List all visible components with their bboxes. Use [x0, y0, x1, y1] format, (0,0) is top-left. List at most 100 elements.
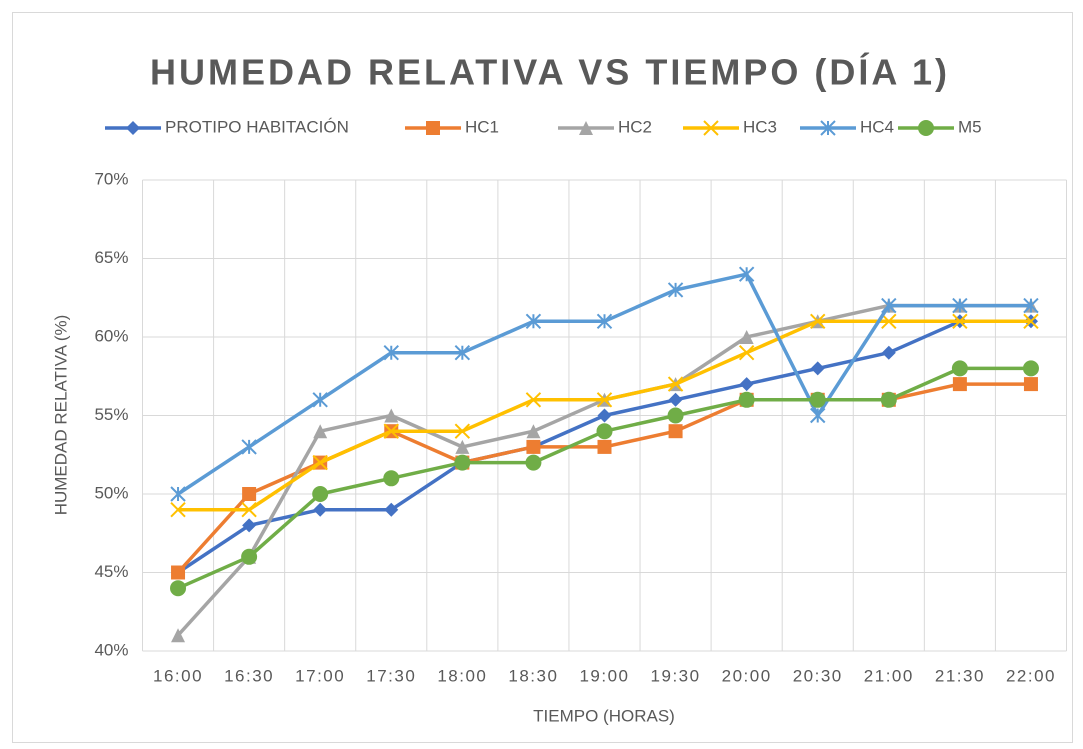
marker	[384, 502, 399, 517]
x-tick-label: 20:30	[793, 666, 843, 685]
marker	[312, 486, 329, 502]
marker-shape	[526, 439, 541, 454]
marker	[738, 391, 755, 408]
chart-title: HUMEDAD RELATIVA VS TIEMPO (DÍA 1)	[150, 52, 950, 93]
marker	[596, 423, 613, 440]
marker-shape	[454, 423, 471, 439]
marker	[1022, 360, 1039, 377]
x-tick-label: 19:00	[579, 666, 629, 685]
marker	[881, 297, 897, 314]
x-tick-label: 19:30	[651, 666, 701, 685]
marker	[1023, 377, 1038, 392]
marker-shape	[241, 548, 258, 565]
marker-shape	[952, 313, 968, 330]
marker	[951, 360, 968, 377]
marker	[242, 487, 257, 501]
marker-shape	[241, 439, 257, 455]
marker	[881, 345, 896, 360]
marker	[242, 518, 257, 533]
marker-shape	[170, 580, 187, 597]
marker-shape	[597, 439, 612, 454]
legend-label: HC4	[860, 117, 894, 136]
x-tick-label: 22:00	[1006, 666, 1056, 685]
marker-shape	[739, 330, 754, 344]
marker-shape	[241, 501, 257, 518]
marker-shape	[1022, 360, 1039, 377]
marker-shape	[455, 439, 470, 454]
marker	[525, 454, 542, 471]
marker	[739, 330, 754, 344]
marker	[738, 266, 755, 282]
marker	[525, 313, 542, 330]
marker-shape	[312, 454, 328, 471]
x-axis-label: TIEMPO (HORAS)	[533, 706, 675, 725]
marker	[810, 313, 826, 330]
marker	[383, 344, 399, 361]
marker-shape	[383, 344, 399, 361]
marker-shape	[952, 377, 967, 392]
x-tick-label: 17:30	[366, 666, 416, 685]
marker	[455, 439, 470, 454]
x-tick-label: 18:00	[437, 666, 487, 685]
marker	[313, 502, 328, 517]
marker	[596, 392, 613, 408]
y-axis-label: HUMEDAD RELATIVA (%)	[51, 315, 70, 516]
marker	[383, 423, 399, 439]
x-tick-label: 17:00	[295, 666, 345, 685]
marker	[810, 407, 826, 424]
legend-label: HC1	[465, 117, 499, 136]
y-tick-label: 45%	[94, 562, 128, 581]
marker	[171, 565, 186, 580]
marker	[579, 121, 593, 135]
marker-shape	[738, 391, 755, 408]
marker	[1023, 297, 1039, 314]
marker-shape	[880, 391, 897, 408]
marker	[384, 408, 399, 423]
marker-shape	[667, 376, 684, 392]
marker	[667, 407, 684, 424]
marker	[668, 424, 683, 439]
marker-shape	[738, 344, 755, 361]
marker	[171, 628, 186, 643]
marker	[667, 282, 684, 298]
marker-shape	[525, 454, 542, 471]
marker	[952, 297, 968, 314]
marker	[596, 313, 613, 330]
marker	[454, 344, 471, 361]
marker	[312, 454, 328, 471]
marker-shape	[171, 628, 186, 643]
marker-shape	[171, 565, 186, 580]
marker-shape	[383, 470, 400, 487]
marker-shape	[384, 502, 399, 517]
marker-shape	[312, 392, 328, 408]
marker-shape	[1023, 313, 1039, 330]
marker	[1023, 313, 1039, 330]
x-tick-label: 18:30	[508, 666, 558, 685]
marker-shape	[596, 392, 613, 408]
marker-shape	[170, 501, 186, 518]
marker	[241, 501, 257, 518]
marker-shape	[526, 424, 541, 439]
marker-shape	[739, 377, 754, 392]
marker	[952, 313, 968, 330]
marker-shape	[810, 313, 826, 330]
marker-shape	[597, 408, 612, 423]
marker	[809, 391, 826, 408]
marker	[526, 424, 541, 439]
marker-shape	[810, 407, 826, 424]
marker	[383, 470, 400, 487]
marker-shape	[126, 121, 140, 135]
marker	[454, 423, 471, 439]
legend-label: HC3	[743, 117, 777, 136]
marker	[170, 580, 187, 597]
marker	[597, 439, 612, 454]
marker-shape	[525, 313, 542, 330]
marker-shape	[525, 392, 542, 408]
marker-shape	[820, 120, 836, 136]
marker-shape	[918, 120, 934, 136]
y-tick-label: 70%	[94, 169, 128, 188]
marker-shape	[596, 423, 613, 440]
legend-label: PROTIPO HABITACIÓN	[165, 117, 349, 136]
marker	[738, 344, 755, 361]
